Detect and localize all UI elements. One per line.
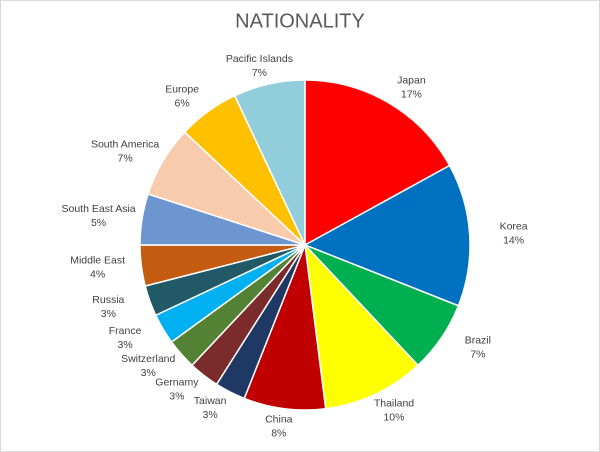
pie-slice	[303, 242, 420, 410]
slice-value-label: 3%	[203, 409, 218, 421]
slice-label: China	[265, 413, 293, 425]
pie-slice	[233, 79, 306, 246]
slice-value-label: 10%	[383, 411, 404, 423]
slice-value-label: 7%	[470, 349, 485, 361]
pie-slice	[304, 79, 451, 247]
chart-title: NATIONALITY	[235, 10, 365, 32]
slice-label: Brazil	[465, 335, 491, 347]
slice-value-label: 17%	[401, 88, 422, 100]
slice-label: Korea	[500, 220, 528, 232]
slice-value-label: 3%	[101, 308, 116, 320]
slice-label: Taiwan	[194, 395, 227, 407]
slice-label: Japan	[397, 74, 426, 86]
slice-value-label: 3%	[141, 367, 156, 379]
slice-label: France	[109, 325, 142, 337]
slice-value-label: 4%	[90, 269, 105, 281]
pie-slice	[303, 164, 471, 307]
slice-label: South East Asia	[62, 203, 136, 215]
slice-value-label: 3%	[169, 390, 184, 402]
slice-value-label: 14%	[503, 234, 524, 246]
slice-value-label: 7%	[252, 67, 267, 79]
slice-label: Thailand	[374, 397, 414, 409]
slice-value-label: 3%	[118, 339, 133, 351]
slice-label: Switzerland	[121, 353, 175, 365]
slice-label: Middle East	[70, 255, 125, 267]
slice-label: Gernamy	[155, 376, 199, 388]
slice-value-label: 6%	[175, 98, 190, 110]
slice-label: South America	[91, 139, 159, 151]
slice-label: Europe	[165, 84, 199, 96]
slice-label: Pacific Islands	[226, 53, 293, 65]
slice-value-label: 8%	[271, 427, 286, 439]
slice-value-label: 7%	[118, 153, 133, 165]
slice-value-label: 5%	[91, 217, 106, 229]
slice-label: Russia	[92, 294, 124, 306]
